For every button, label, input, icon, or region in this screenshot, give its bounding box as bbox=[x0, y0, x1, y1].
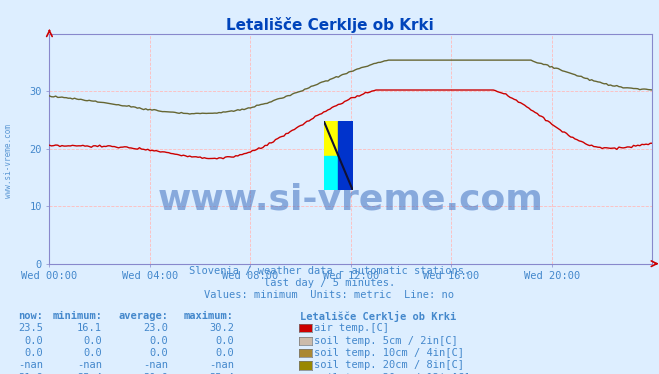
Text: last day / 5 minutes.: last day / 5 minutes. bbox=[264, 279, 395, 288]
Text: soil temp. 30cm / 12in[C]: soil temp. 30cm / 12in[C] bbox=[314, 373, 471, 374]
Text: -nan: -nan bbox=[143, 361, 168, 370]
Bar bbox=[338, 121, 353, 190]
Text: -nan: -nan bbox=[77, 361, 102, 370]
Text: Letališče Cerklje ob Krki: Letališče Cerklje ob Krki bbox=[225, 17, 434, 33]
Text: 0.0: 0.0 bbox=[24, 348, 43, 358]
Text: soil temp. 5cm / 2in[C]: soil temp. 5cm / 2in[C] bbox=[314, 336, 458, 346]
Text: -nan: -nan bbox=[18, 361, 43, 370]
Text: 31.9: 31.9 bbox=[18, 373, 43, 374]
Text: soil temp. 20cm / 8in[C]: soil temp. 20cm / 8in[C] bbox=[314, 361, 465, 370]
Text: www.si-vreme.com: www.si-vreme.com bbox=[4, 124, 13, 198]
Text: 0.0: 0.0 bbox=[84, 348, 102, 358]
Bar bbox=[324, 121, 338, 156]
Text: www.si-vreme.com: www.si-vreme.com bbox=[158, 182, 544, 216]
Text: 0.0: 0.0 bbox=[215, 336, 234, 346]
Text: soil temp. 10cm / 4in[C]: soil temp. 10cm / 4in[C] bbox=[314, 348, 465, 358]
Text: 0.0: 0.0 bbox=[24, 336, 43, 346]
Text: Slovenia / weather data - automatic stations.: Slovenia / weather data - automatic stat… bbox=[189, 266, 470, 276]
Text: minimum:: minimum: bbox=[52, 311, 102, 321]
Text: 23.5: 23.5 bbox=[18, 324, 43, 333]
Text: 0.0: 0.0 bbox=[84, 336, 102, 346]
Bar bbox=[324, 156, 338, 190]
Text: 16.1: 16.1 bbox=[77, 324, 102, 333]
Text: maximum:: maximum: bbox=[184, 311, 234, 321]
Text: average:: average: bbox=[118, 311, 168, 321]
Text: Letališče Cerklje ob Krki: Letališče Cerklje ob Krki bbox=[300, 310, 456, 322]
Text: 0.0: 0.0 bbox=[150, 348, 168, 358]
Text: Values: minimum  Units: metric  Line: no: Values: minimum Units: metric Line: no bbox=[204, 291, 455, 300]
Text: -nan: -nan bbox=[209, 361, 234, 370]
Text: now:: now: bbox=[18, 311, 43, 321]
Text: air temp.[C]: air temp.[C] bbox=[314, 324, 389, 333]
Text: 30.2: 30.2 bbox=[209, 324, 234, 333]
Text: 25.4: 25.4 bbox=[77, 373, 102, 374]
Text: 23.0: 23.0 bbox=[143, 324, 168, 333]
Text: 35.4: 35.4 bbox=[209, 373, 234, 374]
Text: 0.0: 0.0 bbox=[215, 348, 234, 358]
Text: 0.0: 0.0 bbox=[150, 336, 168, 346]
Text: 30.0: 30.0 bbox=[143, 373, 168, 374]
